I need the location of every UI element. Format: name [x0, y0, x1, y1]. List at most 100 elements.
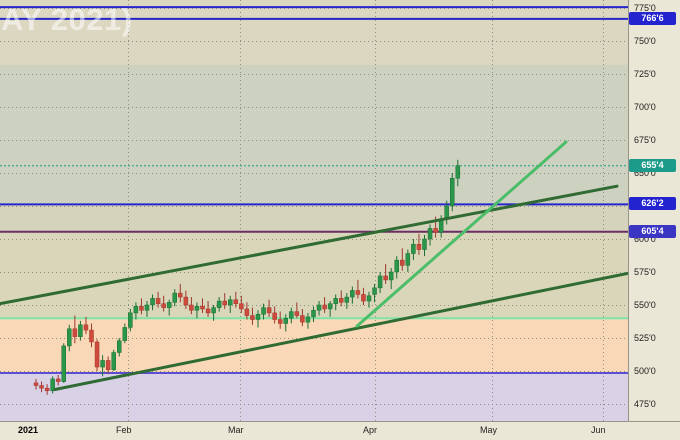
candle — [355, 279, 361, 299]
candle — [89, 323, 94, 348]
candle — [178, 283, 183, 303]
x-axis-month-label: Mar — [228, 425, 244, 435]
candle — [166, 299, 172, 316]
candle — [300, 308, 305, 327]
candle — [94, 339, 100, 371]
price-badge: 605'4 — [629, 224, 676, 238]
candle — [339, 290, 344, 307]
candle — [189, 297, 194, 315]
candle — [344, 293, 350, 309]
candle — [144, 301, 150, 317]
candle — [250, 307, 255, 325]
channel-lower-trendline[interactable] — [53, 271, 628, 391]
candle — [316, 301, 322, 316]
candle — [388, 268, 394, 290]
candle — [61, 343, 66, 383]
candle — [244, 302, 250, 320]
candle — [394, 256, 399, 279]
x-axis-month-label: Feb — [116, 425, 132, 435]
candle — [311, 306, 316, 323]
candle — [205, 301, 211, 317]
time-axis[interactable]: 2021 Feb Mar Apr May Jun — [0, 421, 680, 440]
x-axis-month-label: Apr — [363, 425, 378, 435]
x-axis-month-label: 2021 — [18, 425, 39, 435]
y-axis-tick-label: 575'0 — [634, 267, 656, 277]
y-axis-tick-label: 675'0 — [634, 135, 656, 145]
candle — [261, 303, 266, 320]
background-band — [0, 0, 628, 65]
y-axis-tick-label: 500'0 — [634, 366, 656, 376]
candle — [133, 302, 139, 320]
price-badge: 655'4 — [629, 158, 676, 172]
y-axis-tick-label: 700'0 — [634, 102, 656, 112]
candle — [305, 312, 311, 329]
candle — [289, 307, 294, 324]
candle — [361, 287, 366, 305]
candle — [455, 159, 461, 187]
background-band — [0, 318, 628, 373]
background-band — [0, 204, 628, 232]
candle — [111, 349, 116, 371]
channel-upper-trendline[interactable] — [0, 184, 619, 306]
candle — [172, 289, 177, 307]
candle — [411, 239, 416, 261]
candle — [78, 320, 83, 341]
y-axis-tick-label: 550'0 — [634, 300, 656, 310]
candle — [266, 299, 272, 317]
candle — [150, 294, 155, 311]
acceleration-trendline[interactable] — [355, 140, 568, 328]
candlestick-chart-canvas[interactable] — [0, 0, 628, 421]
chart-plot-area[interactable]: AY 2021) — [0, 0, 628, 421]
candle — [216, 297, 222, 312]
candle — [327, 301, 333, 317]
candle — [350, 286, 355, 304]
y-axis-tick-label: 525'0 — [634, 333, 656, 343]
candle — [255, 310, 261, 328]
candle — [44, 384, 50, 395]
candle — [67, 324, 72, 352]
background-band — [0, 372, 628, 421]
candle — [294, 302, 300, 319]
y-axis-tick-label: 650'0 — [634, 168, 656, 178]
candle — [416, 233, 422, 255]
candle — [117, 338, 122, 357]
candle — [83, 316, 89, 335]
candle — [377, 272, 383, 294]
y-axis-tick-label: 775'0 — [634, 3, 656, 13]
candle — [33, 378, 39, 390]
candle — [322, 297, 327, 313]
background-band — [0, 231, 628, 319]
candle — [128, 308, 133, 332]
candle — [233, 291, 239, 308]
price-axis[interactable]: 775'0750'0725'0700'0675'0650'0625'0600'0… — [628, 0, 680, 421]
candle — [400, 248, 405, 271]
y-axis-tick-label: 600'0 — [634, 234, 656, 244]
candle — [372, 283, 377, 303]
candle — [100, 355, 105, 377]
y-axis-tick-label: 750'0 — [634, 36, 656, 46]
y-axis-tick-label: 725'0 — [634, 69, 656, 79]
candle — [366, 291, 372, 308]
candle — [194, 302, 200, 319]
candle — [239, 295, 244, 313]
candle — [211, 305, 216, 321]
candle — [228, 295, 233, 313]
x-axis-month-label: May — [480, 425, 498, 435]
price-badge: 766'6 — [629, 11, 676, 25]
candle — [277, 311, 283, 329]
candle — [55, 374, 61, 386]
candle — [39, 381, 44, 393]
candle — [422, 235, 427, 257]
candle — [450, 173, 455, 212]
candle — [333, 294, 338, 311]
candle — [72, 315, 78, 344]
y-axis-tick-label: 475'0 — [634, 399, 656, 409]
candle — [139, 298, 144, 315]
x-axis-month-label: Jun — [591, 425, 606, 435]
candle — [283, 314, 288, 332]
candle — [155, 291, 161, 308]
candle — [183, 290, 189, 309]
candle — [200, 298, 205, 313]
background-band — [0, 64, 628, 205]
